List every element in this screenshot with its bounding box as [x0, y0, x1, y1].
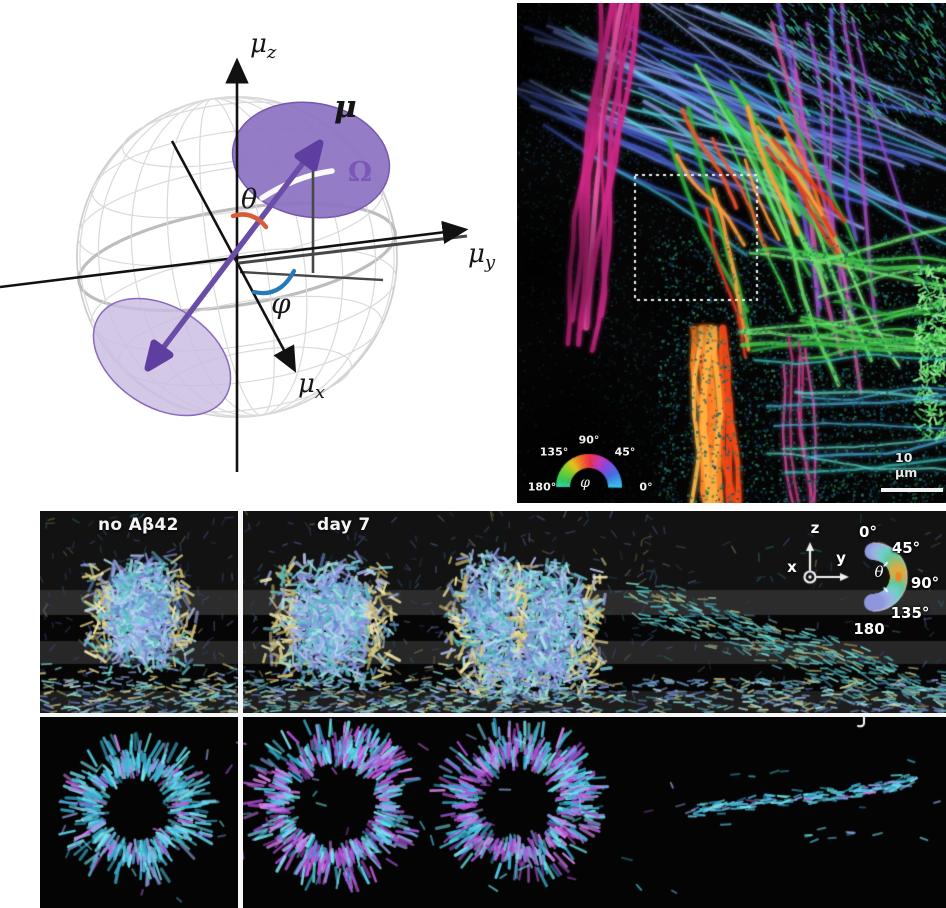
- dipole-sphere-diagram: μz μy μx μ Ω θ φ: [0, 29, 496, 472]
- condition-label-control: no Aβ42: [98, 515, 179, 535]
- axis-x-label: μx: [298, 369, 325, 403]
- condition-label-day7: day 7: [317, 515, 371, 535]
- theta-legend-tick-45: 45°: [891, 539, 921, 557]
- panel-divider-vertical: [238, 511, 243, 908]
- axis-y-legend-label: y: [836, 549, 846, 567]
- phi-wheel-tick-45: 45°: [614, 445, 636, 459]
- microscopy-image: [517, 3, 946, 503]
- panel-divider-horizontal: [40, 713, 946, 717]
- axis-y-label: μy: [468, 239, 496, 273]
- phi-wheel-symbol: φ: [580, 475, 590, 491]
- theta-legend-tick-180: 180: [853, 620, 885, 638]
- great-circle-highlight: [259, 168, 335, 201]
- dipole-vector: [144, 139, 324, 372]
- microscopy-panel: 135° 90° 45° 180° 0° φ 10 μm: [517, 3, 946, 503]
- timelapse-image: [40, 511, 946, 908]
- theta-legend-tick-90: 90°: [910, 574, 940, 592]
- scale-bar: [881, 488, 943, 492]
- theta-label: θ: [241, 184, 257, 215]
- phi-wheel-tick-135: 135°: [539, 445, 569, 459]
- phi-wheel-tick-0: 0°: [639, 480, 653, 494]
- axis-z-label: μz: [250, 29, 277, 63]
- scale-bar-label: 10 μm: [895, 450, 918, 480]
- phi-label: φ: [271, 287, 291, 320]
- theta-legend-symbol: θ: [874, 563, 884, 581]
- timelapse-panel: no Aβ42 day 7 z x y 0° 45° 90° 135° 180 …: [40, 511, 946, 908]
- solid-angle-label: Ω: [348, 157, 372, 188]
- phi-arc: [251, 268, 297, 296]
- theta-legend-tick-135: 135°: [890, 604, 930, 622]
- theta-arc: [230, 212, 269, 230]
- dipole-label: μ: [334, 89, 357, 125]
- phi-wheel-tick-180: 180°: [527, 480, 557, 494]
- phi-wheel-tick-90: 90°: [578, 433, 600, 447]
- theta-legend-tick-0: 0°: [859, 523, 877, 541]
- axis-x-legend-label: x: [787, 558, 797, 576]
- axis-z-legend-label: z: [810, 519, 820, 537]
